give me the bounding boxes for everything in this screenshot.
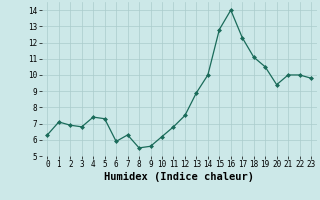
X-axis label: Humidex (Indice chaleur): Humidex (Indice chaleur) [104,172,254,182]
